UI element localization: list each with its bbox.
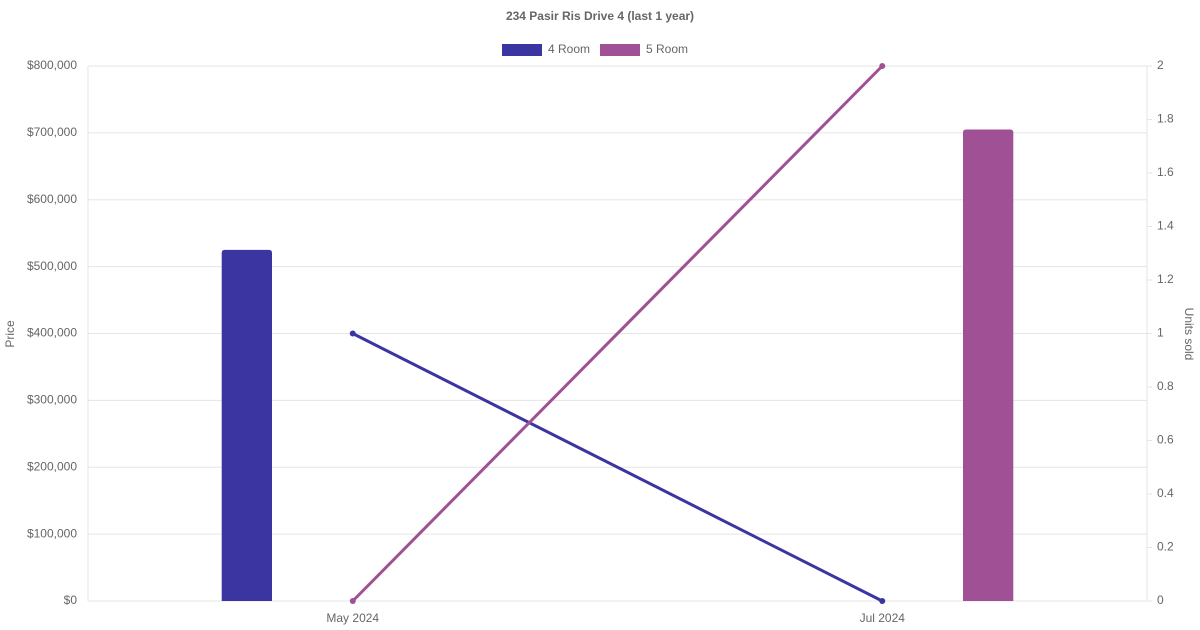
y-tick-label: $0 (64, 593, 78, 607)
line (351, 64, 884, 603)
y-axis-title: Price (3, 320, 17, 348)
y-tick-label: $400,000 (27, 326, 77, 340)
point (879, 63, 886, 69)
y2-tick-label: 2 (1157, 58, 1164, 72)
y-tick-label: $200,000 (27, 459, 77, 473)
y-tick-label: $100,000 (27, 526, 77, 540)
y2-tick-label: 1.8 (1157, 112, 1174, 126)
y2-tick-label: 1.4 (1157, 219, 1174, 233)
chart-title: 234 Pasir Ris Drive 4 (last 1 year) (506, 9, 694, 23)
line (352, 332, 883, 603)
y2-tick-label: 1 (1157, 326, 1164, 340)
point (349, 598, 356, 604)
y2-tick-label: 0.8 (1157, 379, 1174, 393)
legend-label: 5 Room (646, 42, 688, 56)
y2-tick-label: 0.2 (1157, 540, 1174, 554)
y-tick-label: $700,000 (27, 125, 77, 139)
y-tick-label: $800,000 (27, 58, 77, 72)
legend-swatch (502, 44, 542, 56)
point (879, 598, 886, 604)
bar (221, 249, 273, 601)
point (349, 330, 356, 337)
y-tick-label: $600,000 (27, 192, 77, 206)
y2-tick-label: 1.6 (1157, 165, 1174, 179)
legend-swatch (600, 44, 640, 56)
y2-tick-label: 1.2 (1157, 272, 1174, 286)
y-tick-label: $500,000 (27, 259, 77, 273)
legend-label: 4 Room (548, 42, 590, 56)
y-tick-label: $300,000 (27, 393, 77, 407)
x-tick-label: Jul 2024 (860, 611, 906, 625)
y2-tick-label: 0 (1157, 593, 1164, 607)
y2-axis-title: Units sold (1182, 308, 1196, 361)
x-tick-label: May 2024 (326, 611, 379, 625)
y2-tick-label: 0.4 (1157, 486, 1174, 500)
y2-tick-label: 0.6 (1157, 433, 1174, 447)
bar (962, 129, 1014, 601)
